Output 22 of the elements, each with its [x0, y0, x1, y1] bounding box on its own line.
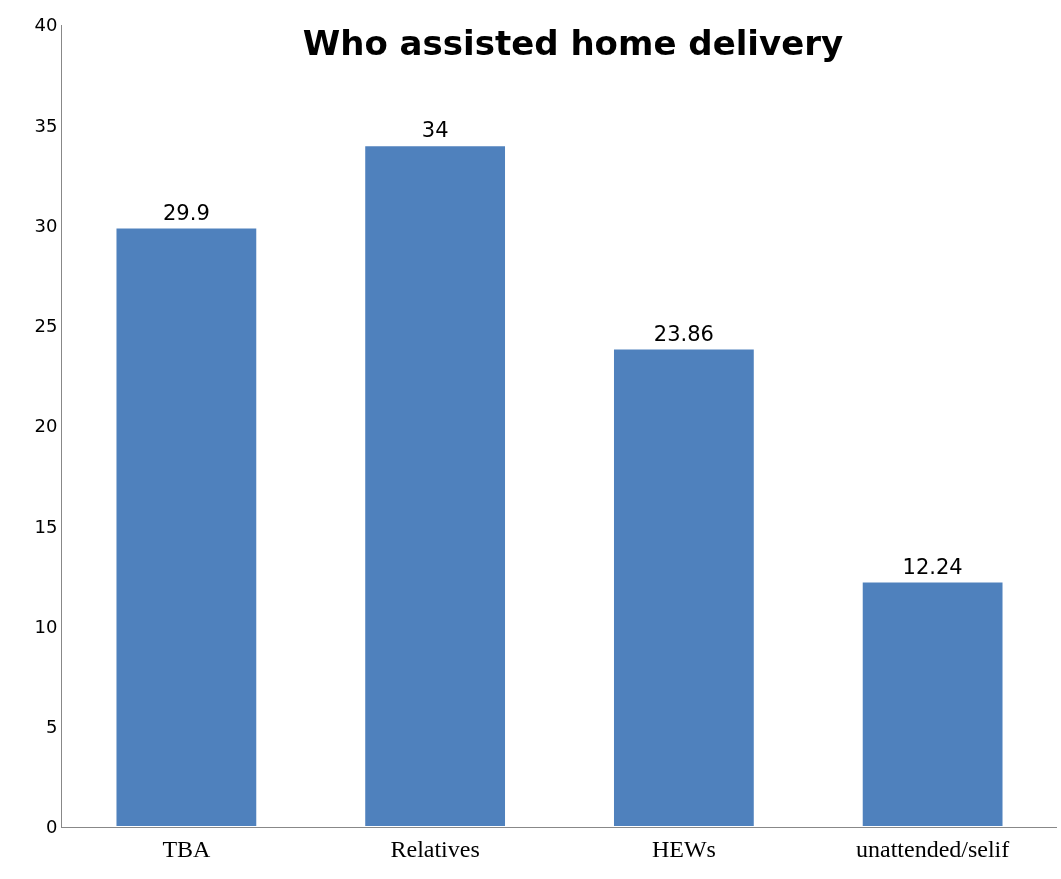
x-tick-label: TBA	[162, 835, 212, 862]
y-tick-label: 40	[34, 14, 58, 36]
y-tick-label: 15	[34, 515, 58, 537]
data-label: 12.24	[902, 554, 963, 579]
x-tick-label: HEWs	[651, 835, 716, 862]
y-tick-label: 30	[34, 214, 58, 236]
data-label: 34	[421, 118, 449, 143]
chart-title: Who assisted home delivery	[302, 22, 844, 63]
bar	[114, 226, 259, 827]
y-tick-label: 35	[34, 114, 58, 136]
x-tick-label: Relatives	[390, 835, 480, 862]
data-label: 23.86	[653, 321, 714, 346]
data-label: 29.9	[162, 200, 210, 225]
bar	[860, 580, 1005, 827]
bar	[363, 144, 508, 827]
x-tick-label: unattended/selif	[855, 835, 1010, 862]
y-tick-label: 0	[45, 816, 58, 838]
y-tick-label: 20	[34, 415, 58, 437]
y-tick-label: 5	[45, 716, 58, 738]
y-tick-label: 25	[34, 315, 58, 337]
y-tick-label: 10	[34, 615, 58, 637]
bar	[611, 347, 756, 827]
